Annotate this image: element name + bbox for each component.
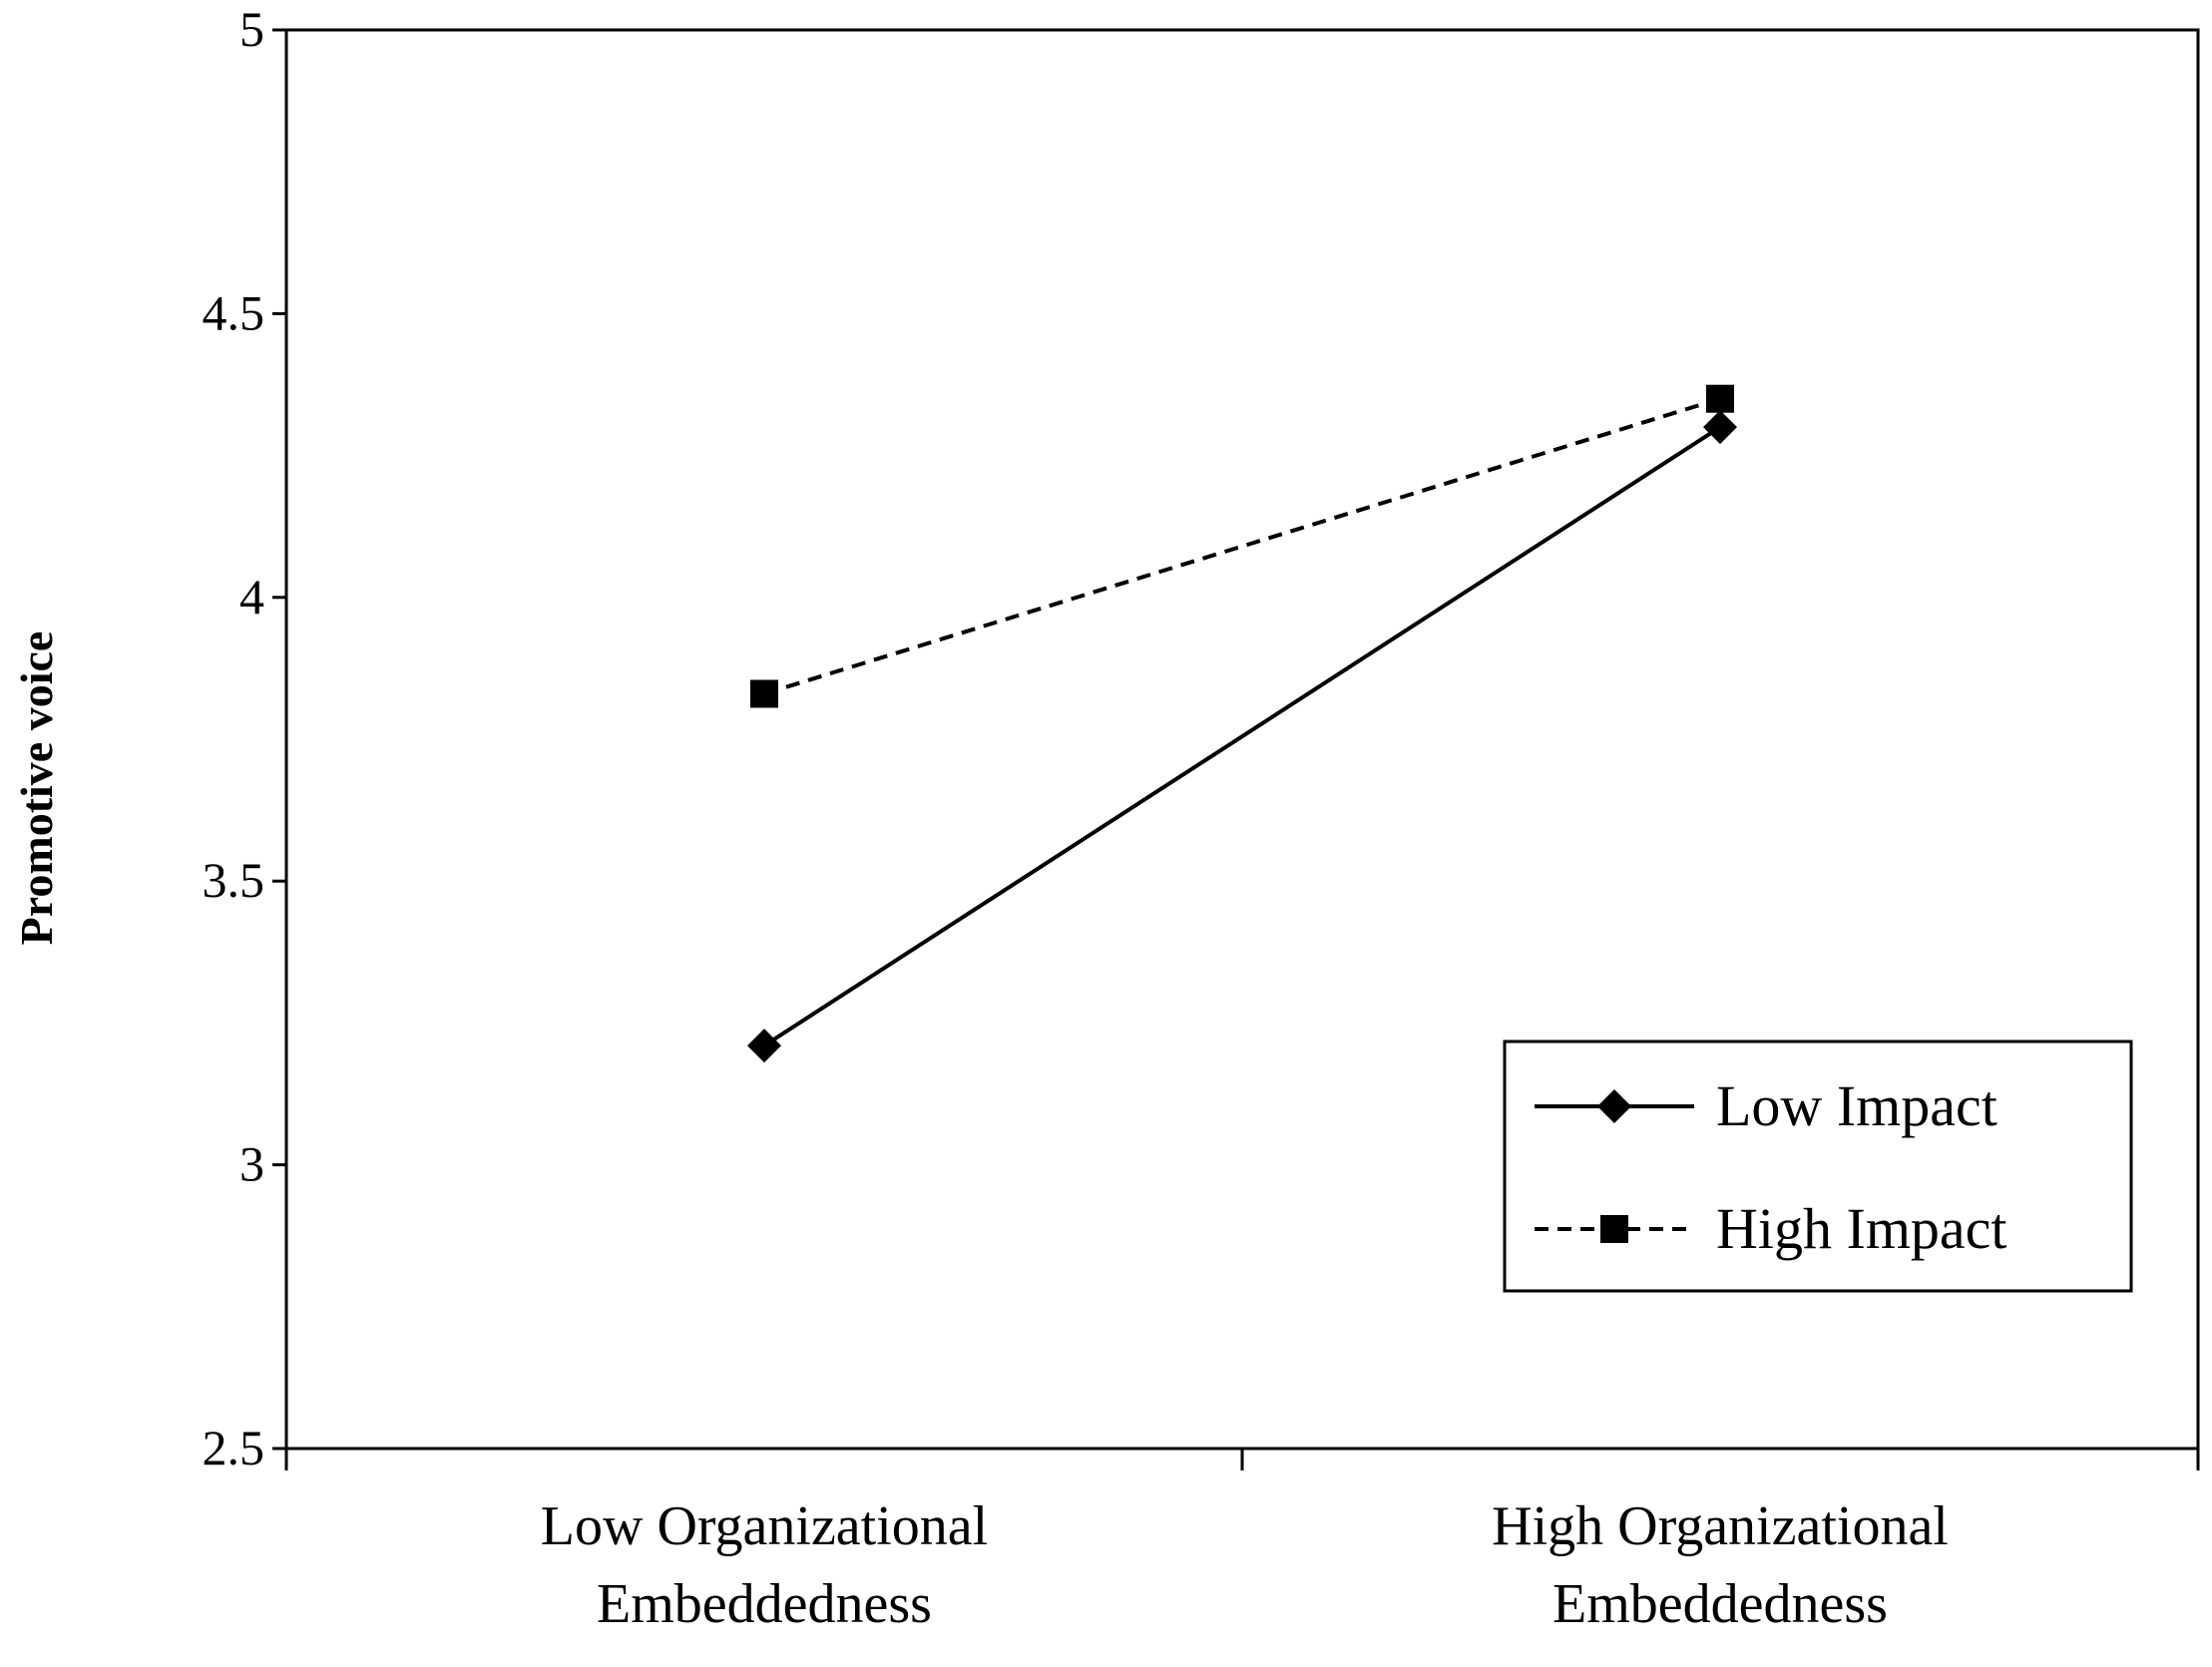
x-tick-label: Low Organizational Embeddedness	[541, 1495, 988, 1635]
series-high-impact	[750, 384, 1734, 708]
y-tick-label: 4.5	[203, 284, 265, 340]
y-axis-label: Promotive voice	[11, 631, 62, 946]
legend-label-low-impact: Low Impact	[1716, 1073, 1997, 1138]
series-low-impact	[747, 410, 1737, 1063]
series-line-low-impact	[762, 425, 1722, 1047]
x-axis-ticks: Low Organizational Embeddedness High Organ…	[284, 1449, 2200, 1635]
legend-label-high-impact: High Impact	[1716, 1196, 2007, 1261]
y-axis-ticks: 2.5 3 3.5 4 4.5 5	[203, 1, 286, 1475]
series-line-high-impact	[763, 396, 1721, 696]
y-tick-label: 4	[239, 569, 264, 625]
data-point-high-impact	[1706, 384, 1734, 413]
legend-marker-high-impact	[1600, 1215, 1628, 1243]
data-point-low-impact	[747, 1029, 781, 1063]
y-tick-label: 3.5	[203, 852, 265, 908]
data-point-high-impact	[750, 679, 778, 708]
data-point-low-impact	[1703, 410, 1737, 445]
y-tick-label: 2.5	[203, 1420, 265, 1475]
legend: Low Impact High Impact	[1503, 1040, 2133, 1293]
legend-box	[1503, 1040, 2133, 1293]
legend-marker-low-impact	[1597, 1089, 1631, 1123]
series-layer	[747, 384, 1737, 1063]
x-tick-label: High Organizational Embeddedness	[1492, 1495, 1949, 1635]
y-tick-label: 5	[239, 1, 264, 57]
y-tick-label: 3	[239, 1136, 264, 1192]
